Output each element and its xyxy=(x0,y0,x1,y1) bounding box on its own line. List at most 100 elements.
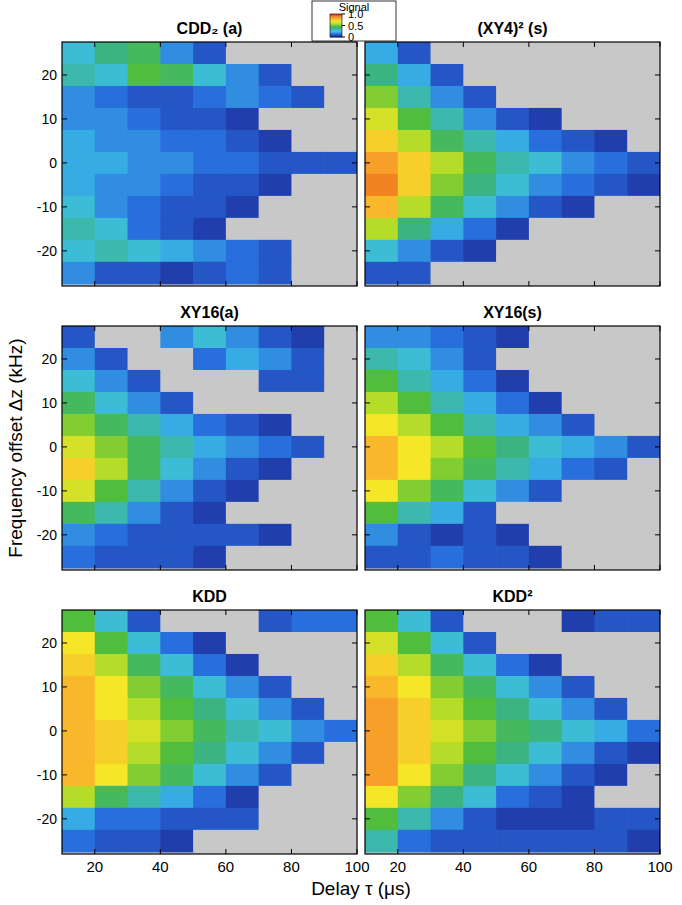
y-tick xyxy=(655,818,660,819)
cell xyxy=(365,152,398,175)
cell xyxy=(324,830,357,853)
cell xyxy=(365,720,398,743)
cell xyxy=(398,130,431,153)
y-tick xyxy=(655,642,660,643)
cell xyxy=(398,218,431,241)
cell xyxy=(365,326,398,349)
cell xyxy=(463,654,496,677)
cell xyxy=(496,414,529,437)
cell xyxy=(365,764,398,787)
cell xyxy=(562,786,595,809)
cell xyxy=(562,676,595,699)
cell xyxy=(398,830,431,853)
cell xyxy=(431,632,464,655)
x-tick xyxy=(160,42,161,47)
cell xyxy=(496,392,529,415)
cell xyxy=(431,764,464,787)
cell xyxy=(529,786,562,809)
y-tick xyxy=(365,446,370,447)
x-tick xyxy=(397,565,398,570)
cell xyxy=(95,240,128,263)
cell xyxy=(496,524,529,547)
cell xyxy=(259,174,292,197)
cell xyxy=(259,742,292,765)
x-tick xyxy=(463,849,464,854)
cell xyxy=(160,764,193,787)
x-tick xyxy=(463,565,464,570)
cell xyxy=(259,502,292,525)
cell xyxy=(226,152,259,175)
cell xyxy=(291,830,324,853)
cell xyxy=(95,370,128,393)
x-tick-label: 100 xyxy=(344,858,369,875)
cell xyxy=(95,546,128,569)
cell xyxy=(259,42,292,65)
cell xyxy=(62,130,95,153)
cell xyxy=(193,786,226,809)
cell xyxy=(496,830,529,853)
cell xyxy=(128,86,161,109)
x-tick xyxy=(660,565,661,570)
cell xyxy=(291,480,324,503)
cell xyxy=(259,64,292,87)
cell xyxy=(529,326,562,349)
cell xyxy=(594,458,627,481)
cell xyxy=(594,130,627,153)
cell xyxy=(398,436,431,459)
cell xyxy=(562,392,595,415)
cell xyxy=(431,786,464,809)
cell xyxy=(627,524,660,547)
y-tick xyxy=(62,162,67,163)
cell xyxy=(128,546,161,569)
y-tick-label: 10 xyxy=(41,395,57,411)
cell xyxy=(226,196,259,219)
panel-title: KDD xyxy=(192,588,227,605)
cell xyxy=(193,196,226,219)
plot-background xyxy=(62,42,357,286)
x-tick xyxy=(160,326,161,331)
cell xyxy=(365,610,398,633)
cell xyxy=(62,240,95,263)
y-tick xyxy=(655,490,660,491)
cell xyxy=(160,632,193,655)
cell xyxy=(62,480,95,503)
cell xyxy=(529,830,562,853)
cell xyxy=(95,108,128,131)
cell xyxy=(398,370,431,393)
cell xyxy=(291,546,324,569)
cell xyxy=(398,480,431,503)
cell xyxy=(193,108,226,131)
cell xyxy=(627,742,660,765)
x-tick xyxy=(225,326,226,331)
cell xyxy=(128,218,161,241)
cell xyxy=(594,218,627,241)
cell xyxy=(562,174,595,197)
x-tick xyxy=(225,565,226,570)
frame xyxy=(365,610,660,854)
cell xyxy=(259,240,292,263)
cell xyxy=(496,436,529,459)
x-tick xyxy=(225,849,226,854)
cell xyxy=(95,654,128,677)
cell xyxy=(627,414,660,437)
cell xyxy=(463,786,496,809)
cell xyxy=(259,764,292,787)
cell xyxy=(259,262,292,285)
cell xyxy=(193,480,226,503)
cell xyxy=(463,64,496,87)
panel-title: (XY4)² (s) xyxy=(477,20,547,37)
cell xyxy=(594,764,627,787)
cell xyxy=(463,348,496,371)
x-tick xyxy=(397,326,398,331)
cell xyxy=(529,480,562,503)
x-tick xyxy=(660,42,661,47)
cell xyxy=(365,786,398,809)
cell xyxy=(226,370,259,393)
cell xyxy=(398,808,431,831)
cell xyxy=(562,764,595,787)
cell xyxy=(627,698,660,721)
cell xyxy=(431,698,464,721)
cell xyxy=(324,348,357,371)
cell xyxy=(627,64,660,87)
y-tick xyxy=(352,686,357,687)
